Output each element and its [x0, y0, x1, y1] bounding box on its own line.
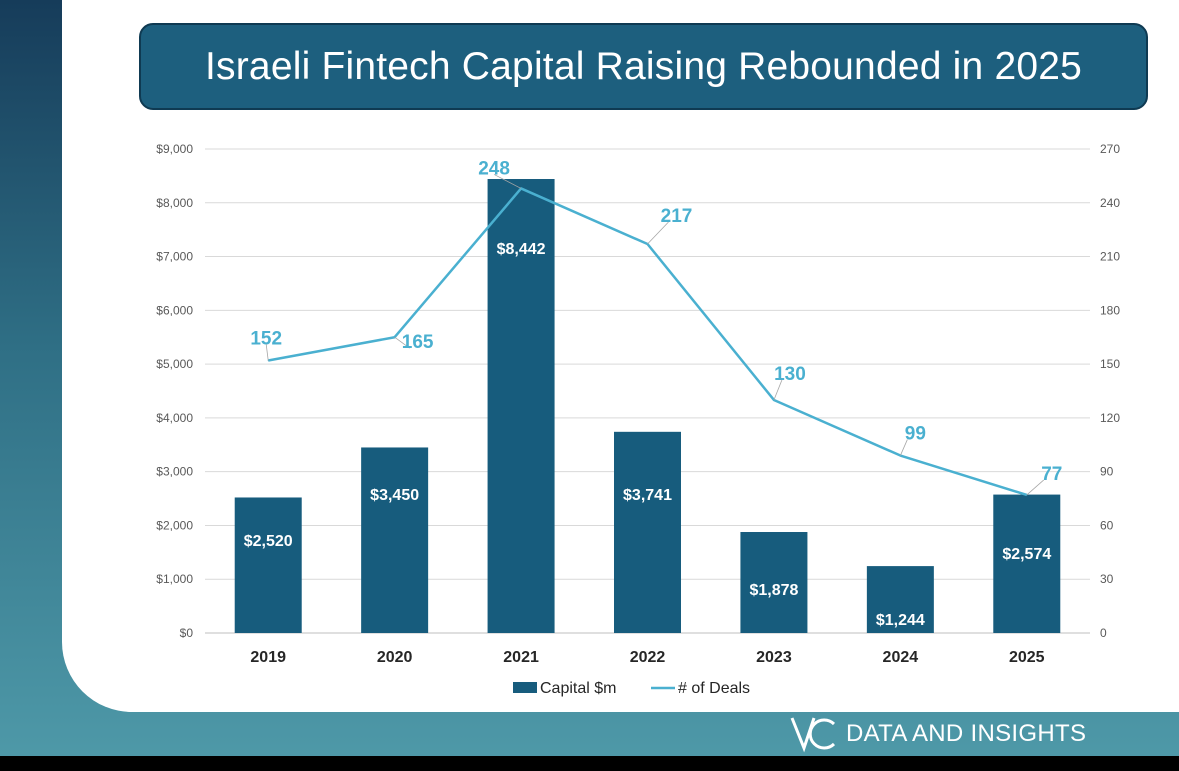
legend-bar-swatch: [513, 682, 537, 693]
line-data-label: 165: [402, 332, 434, 353]
legend-label: # of Deals: [678, 680, 750, 697]
x-tick-label: 2025: [1009, 649, 1045, 666]
x-tick-label: 2023: [756, 649, 792, 666]
bottom-bar: [0, 756, 1179, 771]
y-left-tick-label: $7,000: [156, 250, 193, 264]
line-data-label: 217: [661, 206, 693, 227]
bar-data-label: $1,878: [749, 582, 798, 599]
line-data-label: 99: [905, 424, 926, 445]
chart-title: Israeli Fintech Capital Raising Rebounde…: [205, 44, 1082, 88]
y-right-tick-label: 210: [1100, 250, 1120, 264]
leader-line: [773, 379, 783, 401]
y-right-tick-label: 180: [1100, 303, 1120, 317]
line-data-label: 77: [1041, 464, 1062, 485]
y-right-tick-label: 0: [1100, 626, 1107, 640]
bar: [993, 494, 1061, 633]
legend-label: Capital $m: [540, 680, 616, 697]
vc-logo-icon: [790, 717, 836, 753]
x-tick-label: 2022: [630, 649, 666, 666]
leader-line: [394, 336, 410, 349]
y-left-tick-label: $0: [180, 626, 194, 640]
y-left-tick-label: $5,000: [156, 357, 193, 371]
title-banner: Israeli Fintech Capital Raising Rebounde…: [139, 23, 1148, 110]
bar-data-label: $1,244: [876, 612, 925, 629]
bar: [234, 497, 302, 633]
y-right-tick-label: 150: [1100, 357, 1120, 371]
y-right-tick-label: 120: [1100, 411, 1120, 425]
bar: [487, 179, 555, 633]
brand-logo: DATA AND INSIGHTS: [790, 714, 1086, 754]
bar-data-label: $2,520: [244, 533, 293, 550]
x-tick-label: 2024: [883, 649, 919, 666]
y-left-tick-label: $8,000: [156, 196, 193, 210]
x-tick-label: 2021: [503, 649, 539, 666]
leader-line: [1026, 479, 1045, 496]
line-data-label: 152: [250, 329, 282, 350]
line-data-label: 248: [478, 158, 510, 179]
bar-data-label: $3,741: [623, 487, 672, 504]
bar: [361, 447, 429, 633]
leader-line: [647, 221, 669, 245]
leader-line: [899, 439, 908, 456]
y-right-tick-label: 60: [1100, 518, 1114, 532]
bar-data-label: $8,442: [497, 241, 546, 258]
y-right-tick-label: 30: [1100, 572, 1114, 586]
leader-line: [265, 344, 269, 361]
bar-data-label: $2,574: [1002, 546, 1051, 563]
y-left-tick-label: $1,000: [156, 572, 193, 586]
leader-line: [493, 174, 522, 189]
y-right-tick-label: 240: [1100, 196, 1120, 210]
x-tick-label: 2019: [250, 649, 286, 666]
line-data-label: 130: [774, 364, 806, 385]
y-right-tick-label: 270: [1100, 142, 1120, 156]
y-left-tick-label: $3,000: [156, 465, 193, 479]
bar-data-label: $3,450: [370, 487, 419, 504]
bar: [866, 566, 934, 633]
y-right-tick-label: 90: [1100, 465, 1114, 479]
y-left-tick-label: $2,000: [156, 518, 193, 532]
brand-text: DATA AND INSIGHTS: [846, 720, 1087, 747]
y-left-tick-label: $6,000: [156, 303, 193, 317]
y-left-tick-label: $9,000: [156, 142, 193, 156]
y-left-tick-label: $4,000: [156, 411, 193, 425]
x-tick-label: 2020: [377, 649, 413, 666]
bar: [740, 532, 808, 633]
bar: [614, 431, 681, 633]
